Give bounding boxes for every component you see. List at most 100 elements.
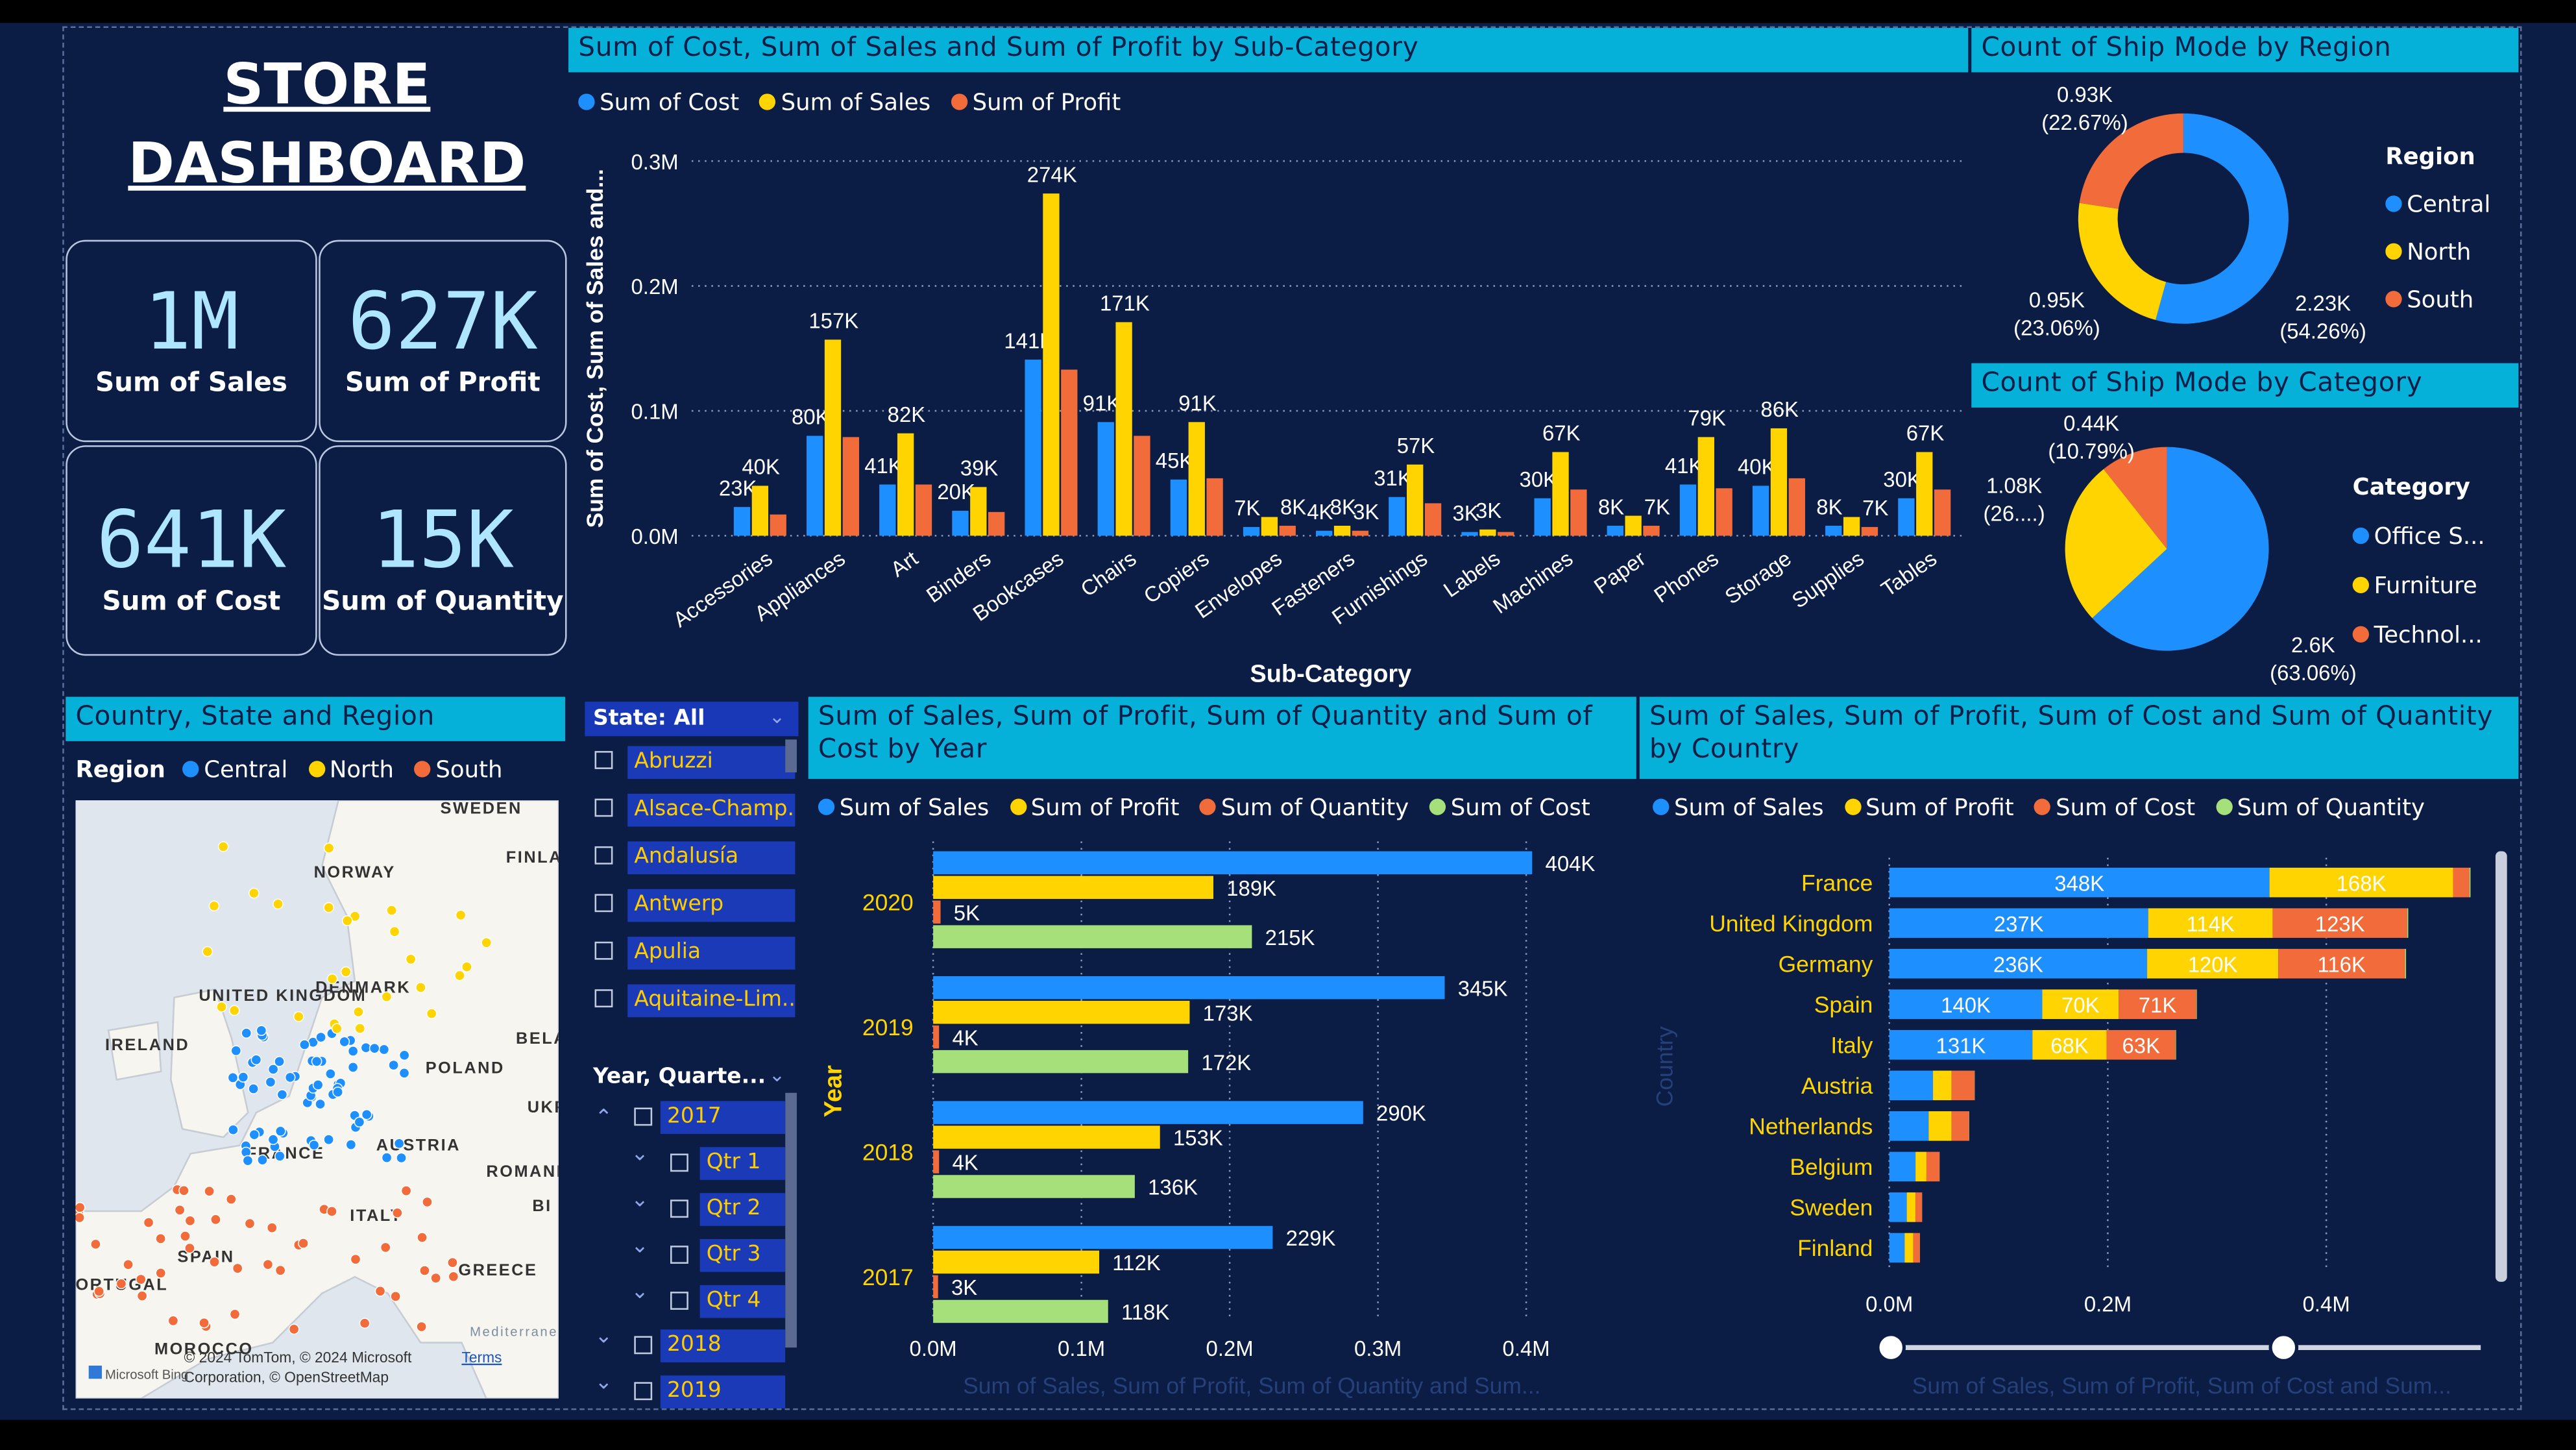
bar-sum-of-cost[interactable] bbox=[1913, 1233, 1920, 1263]
bar-sum-of-profit[interactable] bbox=[1570, 489, 1587, 536]
bar-sum-of-cost[interactable] bbox=[2119, 989, 2196, 1020]
range-slider-handle-min[interactable] bbox=[1876, 1333, 1906, 1362]
location-dot[interactable] bbox=[209, 1256, 220, 1268]
bar-sum-of-cost[interactable] bbox=[1607, 526, 1623, 536]
state-slicer-item[interactable]: Abruzzi bbox=[588, 746, 798, 782]
bar-sum-of-quantity[interactable] bbox=[2196, 989, 2197, 1020]
bar-sum-of-profit[interactable] bbox=[1904, 1233, 1914, 1263]
bar-sum-of-cost[interactable] bbox=[1243, 526, 1260, 536]
location-dot[interactable] bbox=[386, 905, 398, 916]
location-dot[interactable] bbox=[369, 1042, 380, 1054]
state-slicer-item[interactable]: Antwerp bbox=[588, 889, 798, 926]
location-dot[interactable] bbox=[354, 1023, 366, 1034]
location-dot[interactable] bbox=[331, 1023, 343, 1034]
location-dot[interactable] bbox=[390, 1291, 401, 1302]
bar-sum-of-cost[interactable] bbox=[879, 484, 896, 536]
terms-link[interactable]: Terms bbox=[461, 1349, 502, 1366]
bar-sum-of-profit[interactable] bbox=[1352, 530, 1369, 536]
bar-sum-of-cost[interactable] bbox=[1097, 422, 1114, 536]
bar-sum-of-sales[interactable] bbox=[1889, 1151, 1916, 1182]
bar-sum-of-sales[interactable] bbox=[897, 433, 914, 536]
location-dot[interactable] bbox=[184, 1242, 195, 1254]
location-dot[interactable] bbox=[308, 1139, 320, 1151]
bar-sum-of-sales[interactable] bbox=[933, 1225, 1273, 1249]
state-slicer-item[interactable]: Apulia bbox=[588, 937, 798, 973]
location-dot[interactable] bbox=[249, 1129, 260, 1140]
location-dot[interactable] bbox=[345, 1139, 357, 1150]
location-dot[interactable] bbox=[250, 1054, 262, 1066]
bar-sum-of-cost[interactable] bbox=[1316, 530, 1333, 536]
bar-sum-of-profit[interactable] bbox=[2147, 948, 2279, 979]
location-dot[interactable] bbox=[381, 991, 393, 1003]
location-dot[interactable] bbox=[241, 1027, 252, 1039]
bar-sum-of-cost[interactable] bbox=[2278, 948, 2405, 979]
pie-slice-furniture[interactable] bbox=[2065, 469, 2167, 619]
state-slicer-item[interactable]: Aquitaine-Lim... bbox=[588, 984, 798, 1021]
year-slicer-item[interactable]: ⌄ 2019 bbox=[588, 1374, 786, 1410]
bar-sum-of-cost[interactable] bbox=[933, 1299, 1108, 1323]
pie-slice-central[interactable] bbox=[2156, 113, 2289, 324]
bar-sum-of-profit[interactable] bbox=[2042, 989, 2119, 1020]
location-dot[interactable] bbox=[217, 841, 229, 852]
chevron-up-icon[interactable]: ⌃ bbox=[594, 1105, 613, 1131]
location-dot[interactable] bbox=[284, 1072, 296, 1083]
legend-item[interactable]: Furniture bbox=[2352, 562, 2485, 611]
bar-sum-of-sales[interactable] bbox=[1889, 1029, 2033, 1060]
bar-sum-of-sales[interactable] bbox=[970, 487, 987, 536]
location-dot[interactable] bbox=[419, 1265, 430, 1276]
bar-sum-of-cost[interactable] bbox=[1025, 360, 1041, 536]
location-dot[interactable] bbox=[422, 1196, 433, 1208]
chevron-down-icon[interactable]: ⌄ bbox=[768, 705, 786, 728]
bar-sum-of-quantity[interactable] bbox=[933, 1025, 940, 1049]
location-dot[interactable] bbox=[267, 1064, 279, 1075]
bar-sum-of-profit[interactable] bbox=[1424, 503, 1442, 536]
location-dot[interactable] bbox=[298, 1039, 310, 1050]
bar-sum-of-cost[interactable] bbox=[2272, 908, 2407, 938]
map-canvas[interactable]: SWEDENNORWAYFINLANDUNITED KINGDOMDENMARK… bbox=[75, 800, 559, 1399]
bar-sum-of-profit[interactable] bbox=[933, 1000, 1190, 1024]
bar-sum-of-profit[interactable] bbox=[1788, 478, 1805, 536]
bar-sum-of-cost[interactable] bbox=[1898, 498, 1915, 536]
ship-region-donut[interactable]: 0.93K (22.67%) 0.95K (23.06%) 2.23K (54.26%) bbox=[1971, 72, 2518, 362]
bar-sum-of-profit[interactable] bbox=[2269, 867, 2453, 898]
quarter-slicer-item[interactable]: ⌄ Qtr 1 bbox=[588, 1146, 786, 1182]
location-dot[interactable] bbox=[312, 1079, 324, 1090]
location-dot[interactable] bbox=[155, 1268, 167, 1279]
map-legend[interactable]: Region Central North South bbox=[75, 757, 515, 784]
location-dot[interactable] bbox=[311, 1055, 322, 1067]
location-dot[interactable] bbox=[448, 1271, 459, 1283]
checkbox[interactable] bbox=[634, 1336, 653, 1355]
location-dot[interactable] bbox=[178, 1185, 189, 1196]
bar-sum-of-sales[interactable] bbox=[1115, 322, 1132, 536]
location-dot[interactable] bbox=[340, 966, 352, 977]
bar-sum-of-quantity[interactable] bbox=[933, 1275, 938, 1299]
pie-slice-south[interactable] bbox=[2079, 113, 2183, 209]
checkbox[interactable] bbox=[594, 798, 613, 817]
bar-sum-of-profit[interactable] bbox=[1061, 369, 1078, 536]
location-dot[interactable] bbox=[229, 1309, 241, 1320]
location-dot[interactable] bbox=[232, 1262, 243, 1274]
bar-sum-of-sales[interactable] bbox=[1889, 1233, 1905, 1263]
bar-sum-of-sales[interactable] bbox=[1843, 517, 1860, 536]
location-dot[interactable] bbox=[256, 1025, 267, 1037]
bar-sum-of-sales[interactable] bbox=[824, 339, 842, 536]
location-dot[interactable] bbox=[417, 1232, 428, 1243]
location-dot[interactable] bbox=[392, 1207, 403, 1219]
bar-sum-of-quantity[interactable] bbox=[2407, 908, 2409, 938]
checkbox[interactable] bbox=[634, 1107, 653, 1126]
location-dot[interactable] bbox=[455, 909, 467, 921]
bar-sum-of-cost[interactable] bbox=[1951, 1111, 1969, 1141]
bar-sum-of-profit[interactable] bbox=[1915, 1151, 1926, 1182]
state-slicer-header[interactable]: State: All ⌄ bbox=[585, 702, 799, 737]
location-dot[interactable] bbox=[135, 1273, 147, 1285]
bar-sum-of-cost[interactable] bbox=[933, 1175, 1135, 1198]
bar-sum-of-cost[interactable] bbox=[2106, 1029, 2176, 1060]
location-dot[interactable] bbox=[315, 1031, 326, 1043]
location-dot[interactable] bbox=[225, 1194, 237, 1205]
location-dot[interactable] bbox=[398, 1067, 410, 1079]
location-dot[interactable] bbox=[374, 1285, 386, 1297]
location-dot[interactable] bbox=[354, 1116, 365, 1128]
bar-sum-of-cost[interactable] bbox=[1915, 1192, 1923, 1222]
location-dot[interactable] bbox=[359, 1318, 371, 1329]
bar-sum-of-cost[interactable] bbox=[1170, 479, 1187, 536]
